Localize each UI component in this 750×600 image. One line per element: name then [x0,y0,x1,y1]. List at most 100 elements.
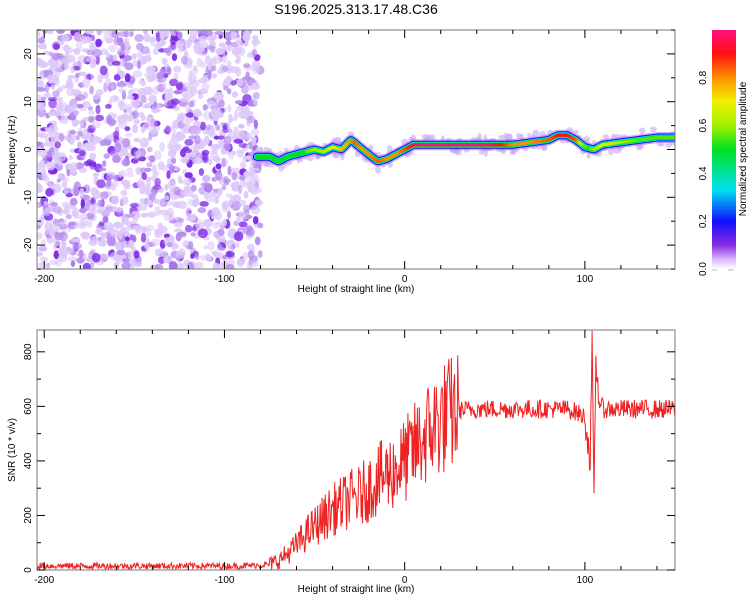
noise-blob [233,242,240,249]
noise-blob [252,92,260,100]
noise-blob [154,206,161,217]
noise-blob [37,94,42,101]
colorbar-ticks: 0.0 0.2 0.4 0.6 0.8 [698,70,709,276]
noise-blob [222,184,226,191]
noise-blob [103,33,112,41]
noise-blob [143,184,152,192]
noise-blob [86,212,95,220]
noise-blob [223,135,232,145]
noise-blob [150,264,160,269]
noise-blob [126,95,135,100]
noise-blob [125,106,133,114]
ridge-halo [527,132,532,138]
noise-blob [143,33,151,43]
noise-blob [167,241,173,248]
noise-blob [102,254,110,260]
y-tick-label: 10 [23,96,34,108]
noise-blob [222,200,232,208]
noise-blob [131,225,141,230]
noise-blob [56,53,64,59]
noise-blob [174,228,183,233]
noise-blob [208,159,213,166]
noise-blob [57,96,63,104]
noise-blob [202,156,208,162]
noise-blob [159,68,166,77]
noise-blob [44,127,53,132]
noise-blob [182,93,189,99]
noise-blob [185,112,195,118]
noise-blob [64,247,74,255]
noise-blob [139,198,145,204]
colorbar-tick-label: 0.0 [698,262,709,276]
noise-blob [185,207,192,217]
noise-blob [247,185,254,193]
noise-blob [242,155,253,160]
noise-blob [143,86,153,96]
noise-blob [162,82,167,88]
noise-blob [68,221,76,226]
noise-blob [42,256,49,263]
noise-blob [207,60,213,71]
noise-blob [163,195,170,201]
noise-blob [148,94,157,104]
noise-blob [208,129,215,136]
noise-blob [121,158,131,167]
noise-blob [206,45,216,50]
noise-blob [176,114,186,122]
noise-blob [146,66,157,71]
noise-blob [163,256,169,264]
noise-blob [212,262,220,269]
noise-blob [243,204,251,213]
noise-blob [147,199,153,205]
noise-blob [53,77,60,86]
noise-blob [231,46,240,56]
ridge-halo [665,141,672,148]
noise-blob [140,167,147,174]
noise-blob [48,182,53,189]
noise-blob [143,242,150,250]
noise-blob [214,91,224,101]
x-tick-label: 100 [577,274,594,285]
noise-blob [57,255,68,263]
noise-blob [124,236,130,242]
noise-blob [88,205,94,215]
noise-blob [233,138,244,144]
noise-blob [166,99,177,110]
noise-blob [106,236,114,247]
noise-blob [250,136,257,144]
noise-blob [72,119,80,125]
noise-blob [193,157,203,164]
noise-blob [63,63,70,70]
noise-blob [180,148,186,158]
noise-blob [140,95,147,104]
noise-blob [77,131,84,137]
noise-blob [250,128,260,136]
noise-blob [103,153,110,159]
noise-blob [180,263,190,268]
noise-blob [210,109,220,120]
noise-blob [246,115,256,124]
noise-blob [63,105,73,115]
noise-blob [245,144,250,150]
noise-blob [201,150,206,157]
noise-blob [100,237,106,246]
colorbar-tick-label: 0.8 [698,70,709,84]
noise-blob [182,178,192,187]
noise-blob [144,72,150,78]
noise-blob [133,119,140,124]
noise-blob [37,31,41,37]
noise-blob [187,217,196,222]
noise-blob [140,232,147,243]
noise-blob [112,54,118,63]
noise-blob [169,212,174,222]
noise-blob [252,35,259,41]
noise-blob [184,138,194,146]
noise-blob [135,150,142,159]
ridge-halo [477,132,482,141]
noise-blob [253,178,261,183]
noise-blob [124,62,134,71]
noise-blob [82,101,91,109]
snr-ylabel: SNR (10 * v/v) [7,418,18,482]
noise-blob [151,164,157,174]
